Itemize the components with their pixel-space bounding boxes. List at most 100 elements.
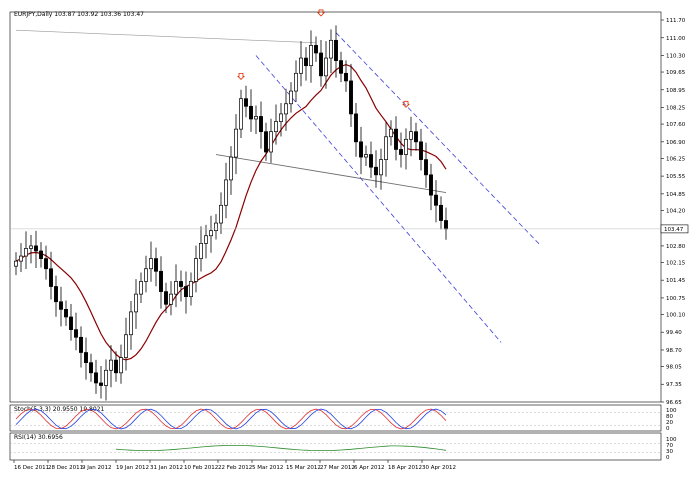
chart-header: EURJPY,Daily 103.87 103.92 103.36 103.47 <box>14 11 144 18</box>
price-tick-label: 108.95 <box>666 88 686 94</box>
candle-body <box>64 309 68 318</box>
candle-body <box>384 136 388 160</box>
candle-body <box>444 220 448 230</box>
candle-body <box>344 72 348 82</box>
fractal-arrow <box>237 72 245 80</box>
candle-body <box>349 80 353 115</box>
stoch-scale-label: 20 <box>666 420 673 426</box>
time-tick-label: 6 Apr 2012 <box>354 465 385 471</box>
stoch-panel[interactable] <box>9 404 662 432</box>
time-tick-label: 28 Dec 2011 <box>48 465 83 471</box>
candle-body <box>154 258 158 272</box>
candle-body <box>54 286 58 303</box>
candle-body <box>104 369 108 386</box>
candle-body <box>99 382 103 386</box>
candle-body <box>409 131 413 140</box>
fractal-arrows <box>237 9 410 108</box>
price-axis: 111.70 111.00 110.30 109.65 108.95 108.25 107.… <box>10 18 689 406</box>
price-tick-label: 105.55 <box>666 174 686 180</box>
candle-body <box>124 334 128 358</box>
candle-body <box>69 316 73 331</box>
rsi-scale-label: 100 <box>666 437 677 443</box>
time-tick-label: 9 Jan 2012 <box>82 465 111 471</box>
candle-body <box>329 39 333 59</box>
time-tick-label: 30 Apr 2012 <box>422 465 456 471</box>
candle-body <box>119 357 123 374</box>
stoch-scale-label: 100 <box>666 408 677 414</box>
candle-body <box>249 105 253 120</box>
rsi-scale-label: 30 <box>666 449 673 455</box>
neckline <box>215 154 447 194</box>
candle-body <box>199 243 203 259</box>
stoch-main-line <box>15 408 447 430</box>
price-tick-label: 110.30 <box>666 54 686 60</box>
price-tick-label: 104.85 <box>666 192 686 198</box>
candle-body <box>94 372 98 384</box>
price-tick-label: 108.25 <box>666 106 686 112</box>
time-tick-label: 16 Dec 2011 <box>14 465 49 471</box>
price-tick-label: 104.20 <box>666 208 686 214</box>
candle-body <box>369 154 373 168</box>
price-tick-label: 100.10 <box>666 312 686 318</box>
candle-body <box>299 57 303 74</box>
stoch-scale-label: 0 <box>666 426 670 432</box>
time-tick-label: 5 Mar 2012 <box>252 465 283 471</box>
current-price-label: 103.47 <box>664 227 684 233</box>
candle-body <box>259 116 263 133</box>
candle-body <box>229 156 233 181</box>
time-tick-label: 19 Jan 2012 <box>116 465 149 471</box>
rsi-line-path <box>115 444 447 452</box>
candle-body <box>174 281 178 295</box>
candle-body <box>399 149 403 155</box>
candle-body <box>109 359 113 371</box>
candle-body <box>309 45 313 67</box>
price-tick-label: 98.05 <box>666 364 682 370</box>
current-price-box <box>660 224 689 234</box>
fractal-arrow <box>402 100 410 108</box>
stoch-signal-line <box>15 408 447 430</box>
price-tick-label: 98.70 <box>666 348 682 354</box>
ma-line <box>15 63 447 361</box>
time-tick-label: 18 Apr 2012 <box>388 465 422 471</box>
candle-body <box>364 154 368 158</box>
candle-body <box>319 52 323 77</box>
time-tick-label: 22 Feb 2012 <box>218 465 252 471</box>
candle-body <box>294 72 298 92</box>
candle-body <box>314 45 318 54</box>
candle-body <box>139 281 143 295</box>
candle-body <box>354 113 358 143</box>
time-tick-label: 31 Jan 2012 <box>150 465 183 471</box>
price-tick-label: 102.80 <box>666 244 686 250</box>
price-tick-label: 106.90 <box>666 140 686 146</box>
upper-resistance-line <box>15 29 317 44</box>
candle-body <box>334 39 338 61</box>
moving-average <box>15 63 447 361</box>
candle-body <box>164 291 168 305</box>
candle-body <box>359 141 363 158</box>
candle-body <box>59 301 63 310</box>
candle-body <box>274 121 278 133</box>
candle-body <box>439 204 443 221</box>
candle-body <box>289 90 293 105</box>
main-chart-panel[interactable] <box>9 11 662 403</box>
candle-body <box>214 222 218 232</box>
candle-body <box>209 230 213 237</box>
candle-body <box>304 57 308 67</box>
candle-body <box>19 255 23 262</box>
candle-body <box>434 194 438 206</box>
rsi-label: RSI(14) 30.6956 <box>14 434 63 441</box>
rsi-panel[interactable] <box>9 432 662 461</box>
candle-body <box>234 128 238 158</box>
candle-body <box>49 268 53 287</box>
candle-body <box>74 329 78 338</box>
candle-body <box>159 270 163 292</box>
candle-body <box>414 131 418 143</box>
candle-body <box>169 293 173 305</box>
price-tick-label: 99.40 <box>666 330 682 336</box>
candle-body <box>379 159 383 176</box>
fractal-arrow <box>317 9 325 17</box>
candle-body <box>194 258 198 282</box>
candle-body <box>114 359 118 374</box>
